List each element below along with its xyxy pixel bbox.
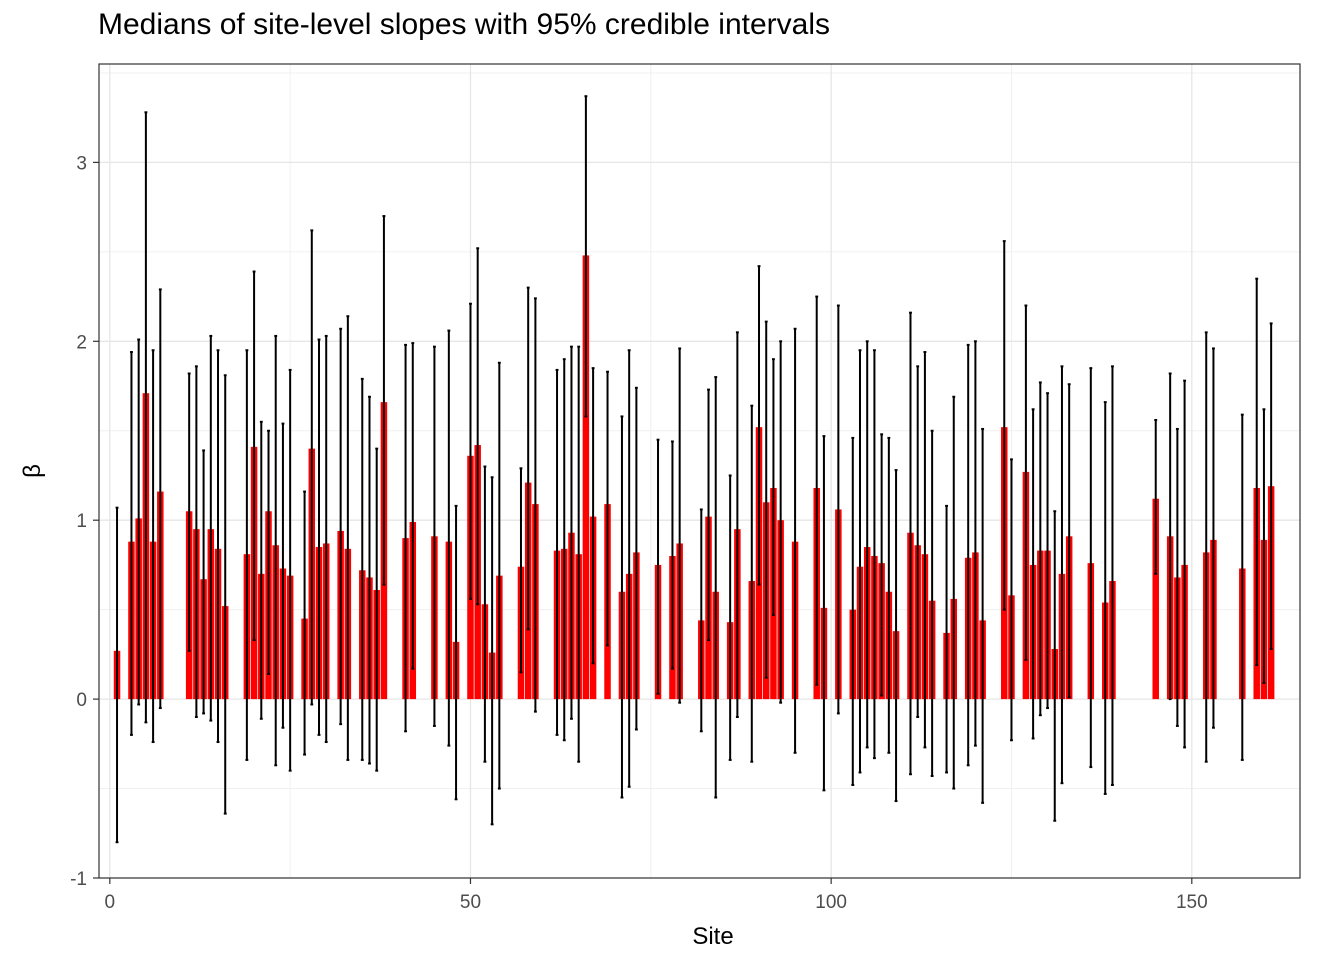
y-tick-label: 2 (76, 332, 87, 353)
errorbar-layer (115, 95, 1273, 844)
bar (1152, 498, 1159, 700)
axis-layer: 0 50 100 150 -1 0 1 2 3 (70, 153, 1208, 913)
y-tick-label: 0 (76, 690, 87, 711)
x-tick-label: 50 (460, 892, 481, 913)
chart-title: Medians of site-level slopes with 95% cr… (98, 8, 831, 41)
plot-panel-border (98, 63, 1301, 879)
y-tick-label: -1 (70, 869, 87, 890)
y-tick-label: 3 (76, 153, 87, 174)
y-tick-label: 1 (76, 511, 87, 532)
x-axis-title: Site (692, 923, 733, 950)
x-tick-label: 150 (1176, 892, 1208, 913)
x-tick-label: 0 (105, 892, 116, 913)
plot-background (99, 64, 1300, 878)
x-tick-label: 100 (815, 892, 847, 913)
y-axis-title: β (19, 464, 46, 478)
bar (582, 255, 590, 700)
